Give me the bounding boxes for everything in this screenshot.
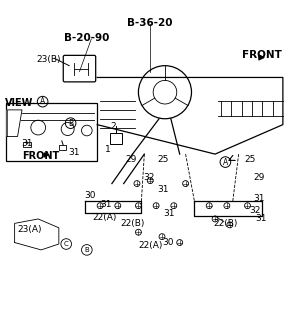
Text: 30: 30 — [84, 191, 96, 200]
Bar — [23, 142, 31, 147]
Text: 23(A): 23(A) — [17, 225, 42, 234]
Bar — [6, 102, 97, 162]
Text: VIEW: VIEW — [5, 98, 33, 108]
Text: 31: 31 — [21, 139, 33, 148]
Text: 22(B): 22(B) — [213, 219, 238, 228]
Text: C: C — [64, 241, 68, 247]
Text: B: B — [68, 119, 73, 128]
Text: B: B — [85, 247, 89, 253]
Text: FRONT: FRONT — [242, 50, 282, 60]
Text: 25: 25 — [158, 156, 169, 164]
Text: 31: 31 — [158, 185, 169, 194]
Text: FRONT: FRONT — [22, 151, 60, 161]
Text: 29: 29 — [125, 156, 137, 164]
Text: 23(B): 23(B) — [36, 55, 61, 64]
Text: 22(A): 22(A) — [92, 213, 117, 222]
Text: 31: 31 — [68, 148, 79, 157]
Text: 2: 2 — [111, 122, 116, 131]
Bar — [110, 133, 122, 144]
Text: A: A — [223, 157, 228, 167]
Text: 31: 31 — [100, 200, 112, 209]
Text: 32: 32 — [143, 173, 155, 182]
Text: 22(B): 22(B) — [120, 219, 145, 228]
Text: 29: 29 — [254, 173, 265, 182]
Text: 30: 30 — [162, 238, 174, 247]
Text: B-36-20: B-36-20 — [127, 18, 173, 28]
Polygon shape — [7, 110, 22, 136]
Text: B-20-90: B-20-90 — [64, 33, 109, 43]
Text: 25: 25 — [245, 156, 256, 164]
Text: 22(A): 22(A) — [138, 241, 162, 250]
Text: 31: 31 — [254, 194, 265, 203]
Text: 31: 31 — [255, 214, 266, 223]
Text: 31: 31 — [164, 209, 175, 218]
Bar — [59, 145, 66, 150]
Text: 1: 1 — [105, 145, 110, 154]
Text: 32: 32 — [249, 206, 260, 215]
Text: A: A — [40, 97, 45, 106]
